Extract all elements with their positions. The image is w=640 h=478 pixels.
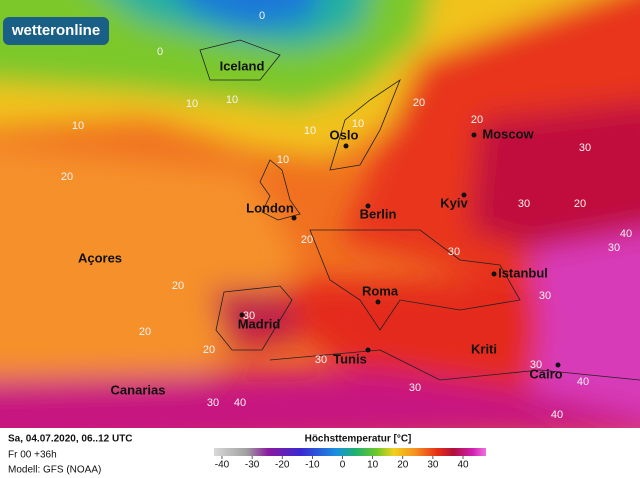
footer-run: Fr 00 +36h bbox=[8, 450, 57, 461]
city-dot bbox=[375, 299, 381, 305]
city-dot bbox=[461, 192, 467, 198]
city-label: Madrid bbox=[238, 316, 281, 331]
legend-tick-label: 20 bbox=[397, 460, 409, 471]
contour-label: 30 bbox=[243, 310, 255, 322]
contour-label: 10 bbox=[304, 125, 316, 137]
city-label: Kriti bbox=[471, 341, 497, 356]
legend-tick-label: 0 bbox=[340, 460, 346, 471]
city-label: Oslo bbox=[330, 127, 359, 142]
contour-label: 20 bbox=[172, 280, 184, 292]
contour-label: 30 bbox=[579, 142, 591, 154]
city-dot bbox=[343, 143, 349, 149]
contour-label: 30 bbox=[518, 198, 530, 210]
logo-box[interactable] bbox=[3, 17, 109, 45]
footer-date: Sa, 04.07.2020, 06..12 UTC bbox=[8, 434, 133, 445]
contour-label: 20 bbox=[413, 97, 425, 109]
contour-label: 40 bbox=[551, 409, 563, 421]
city-label: London bbox=[246, 200, 294, 215]
legend-tick-label: 40 bbox=[457, 460, 469, 471]
city-label: Kyiv bbox=[440, 195, 468, 210]
contour-label: 10 bbox=[186, 98, 198, 110]
contour-label: 20 bbox=[203, 344, 215, 356]
contour-label: 30 bbox=[315, 354, 327, 366]
contour-label: 10 bbox=[72, 120, 84, 132]
contour-label: 20 bbox=[61, 171, 73, 183]
legend-tick-label: 10 bbox=[367, 460, 379, 471]
city-dot bbox=[365, 203, 371, 209]
contour-label: 30 bbox=[207, 397, 219, 409]
contour-label: 10 bbox=[352, 118, 364, 130]
legend-tick-label: -30 bbox=[245, 460, 260, 471]
legend-title: Höchsttemperatur [°C] bbox=[305, 434, 412, 445]
city-dot bbox=[491, 271, 497, 277]
color-scale bbox=[214, 448, 486, 456]
city-label: Istanbul bbox=[498, 265, 548, 280]
contour-label: 30 bbox=[448, 246, 460, 258]
contour-label: 30 bbox=[608, 242, 620, 254]
city-label: Iceland bbox=[220, 58, 265, 73]
city-label: Tunis bbox=[333, 351, 367, 366]
city-label: Berlin bbox=[360, 206, 397, 221]
contour-label: 40 bbox=[577, 376, 589, 388]
city-dot bbox=[555, 362, 561, 368]
contour-label: 0 bbox=[157, 46, 163, 58]
city-dot bbox=[365, 347, 371, 353]
city-label: Canarias bbox=[111, 382, 166, 397]
coastlines bbox=[199, 39, 640, 381]
footer-model: Modell: GFS (NOAA) bbox=[8, 465, 101, 476]
city-dot bbox=[291, 215, 297, 221]
city-label: Moscow bbox=[482, 126, 534, 141]
legend-tick-label: -20 bbox=[275, 460, 290, 471]
contour-label: 40 bbox=[234, 397, 246, 409]
city-label: Cairo bbox=[529, 366, 562, 381]
contour-label: 10 bbox=[277, 154, 289, 166]
legend-tick-label: -10 bbox=[305, 460, 320, 471]
contour-label: 30 bbox=[530, 359, 542, 371]
legend-tick-label: -40 bbox=[215, 460, 230, 471]
contour-label: 0 bbox=[259, 10, 265, 22]
contour-label: 30 bbox=[539, 290, 551, 302]
city-dot bbox=[471, 132, 477, 138]
contour-label: 20 bbox=[139, 326, 151, 338]
contour-label: 30 bbox=[409, 382, 421, 394]
contour-label: 20 bbox=[471, 114, 483, 126]
city-label: Açores bbox=[78, 250, 122, 265]
contour-label: 20 bbox=[574, 198, 586, 210]
temperature-field bbox=[0, 0, 640, 428]
contour-label: 20 bbox=[301, 234, 313, 246]
contour-label: 10 bbox=[226, 94, 238, 106]
logo[interactable]: wetteronline bbox=[3, 17, 109, 45]
city-label: Roma bbox=[362, 283, 399, 298]
legend-tick-label: 30 bbox=[427, 460, 439, 471]
contour-label: 40 bbox=[620, 228, 632, 240]
logo-text[interactable]: wetteronline bbox=[11, 22, 100, 39]
city-dot bbox=[239, 312, 245, 318]
